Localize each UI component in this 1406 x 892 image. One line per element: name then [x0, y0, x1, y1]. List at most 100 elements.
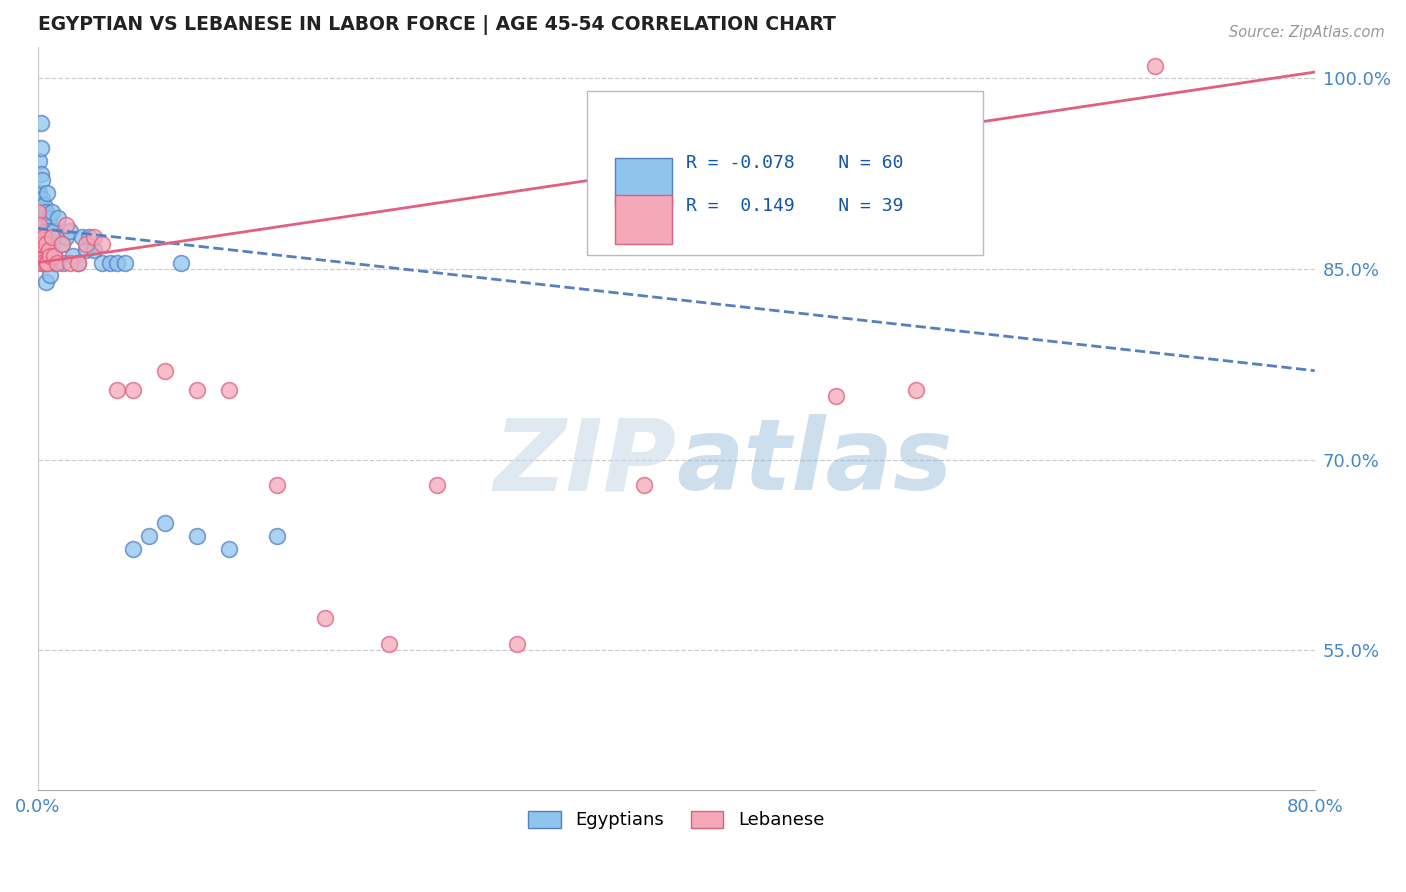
Point — [31, 243, 53, 257]
Point — [30, 236, 52, 251]
Point — [75, 236, 97, 251]
Point — [505, 637, 527, 651]
Point — [28, 236, 51, 251]
Point — [39, 268, 62, 283]
Point — [27, 249, 49, 263]
Point — [51, 236, 73, 251]
Point — [27, 204, 49, 219]
Point — [824, 389, 846, 403]
Legend: Egyptians, Lebanese: Egyptians, Lebanese — [520, 804, 831, 837]
Point — [266, 529, 288, 543]
Text: R =  0.149    N = 39: R = 0.149 N = 39 — [686, 197, 904, 215]
Point — [31, 255, 53, 269]
Point — [32, 255, 55, 269]
Point — [426, 478, 449, 492]
Point — [75, 243, 97, 257]
Point — [83, 230, 105, 244]
Point — [41, 236, 63, 251]
Point — [39, 224, 62, 238]
Point — [138, 529, 160, 543]
Point — [170, 255, 193, 269]
Point — [37, 230, 59, 244]
Text: atlas: atlas — [676, 415, 953, 511]
Point — [30, 167, 52, 181]
Bar — [614, 195, 672, 244]
Point — [155, 364, 177, 378]
Point — [45, 230, 67, 244]
Point — [34, 255, 56, 269]
Point — [186, 383, 208, 397]
Point — [37, 186, 59, 200]
Point — [66, 255, 89, 269]
Point — [114, 255, 136, 269]
Text: ZIP: ZIP — [494, 415, 676, 511]
Point — [34, 204, 56, 219]
Point — [32, 218, 55, 232]
Point — [90, 236, 112, 251]
Point — [122, 541, 145, 556]
Point — [218, 541, 240, 556]
Point — [59, 224, 82, 238]
Point — [31, 211, 53, 226]
Point — [37, 255, 59, 269]
Point — [31, 192, 53, 206]
Point — [48, 211, 70, 226]
Point — [28, 186, 51, 200]
Point — [37, 255, 59, 269]
Point — [30, 218, 52, 232]
Point — [28, 154, 51, 169]
Point — [28, 224, 51, 238]
Point — [27, 204, 49, 219]
Point — [31, 230, 53, 244]
Point — [55, 218, 77, 232]
Point — [34, 236, 56, 251]
Point — [98, 255, 121, 269]
Point — [42, 224, 65, 238]
Point — [107, 383, 129, 397]
Point — [38, 243, 60, 257]
Text: R = -0.078    N = 60: R = -0.078 N = 60 — [686, 154, 904, 172]
Point — [52, 255, 75, 269]
Point — [218, 383, 240, 397]
Point — [32, 236, 55, 251]
Point — [59, 255, 82, 269]
Bar — [614, 158, 672, 206]
Point — [31, 236, 53, 251]
Point — [42, 249, 65, 263]
Point — [55, 230, 77, 244]
Point — [904, 383, 927, 397]
Point — [1144, 59, 1167, 73]
Point — [90, 255, 112, 269]
Point — [27, 186, 49, 200]
Point — [27, 230, 49, 244]
Point — [378, 637, 401, 651]
FancyBboxPatch shape — [586, 91, 983, 255]
Point — [107, 255, 129, 269]
Point — [30, 198, 52, 212]
Point — [30, 141, 52, 155]
Point — [38, 211, 60, 226]
Point — [122, 383, 145, 397]
Point — [34, 275, 56, 289]
Point — [32, 198, 55, 212]
Point — [155, 516, 177, 530]
Point — [34, 243, 56, 257]
Point — [186, 529, 208, 543]
Point — [28, 204, 51, 219]
Point — [41, 230, 63, 244]
Point — [31, 173, 53, 187]
Point — [77, 230, 100, 244]
Point — [41, 204, 63, 219]
Point — [51, 236, 73, 251]
Point — [30, 255, 52, 269]
Point — [38, 243, 60, 257]
Point — [39, 249, 62, 263]
Point — [27, 230, 49, 244]
Text: Source: ZipAtlas.com: Source: ZipAtlas.com — [1229, 25, 1385, 40]
Point — [66, 255, 89, 269]
Point — [62, 249, 84, 263]
Point — [633, 478, 655, 492]
Point — [44, 255, 66, 269]
Point — [42, 249, 65, 263]
Point — [28, 218, 51, 232]
